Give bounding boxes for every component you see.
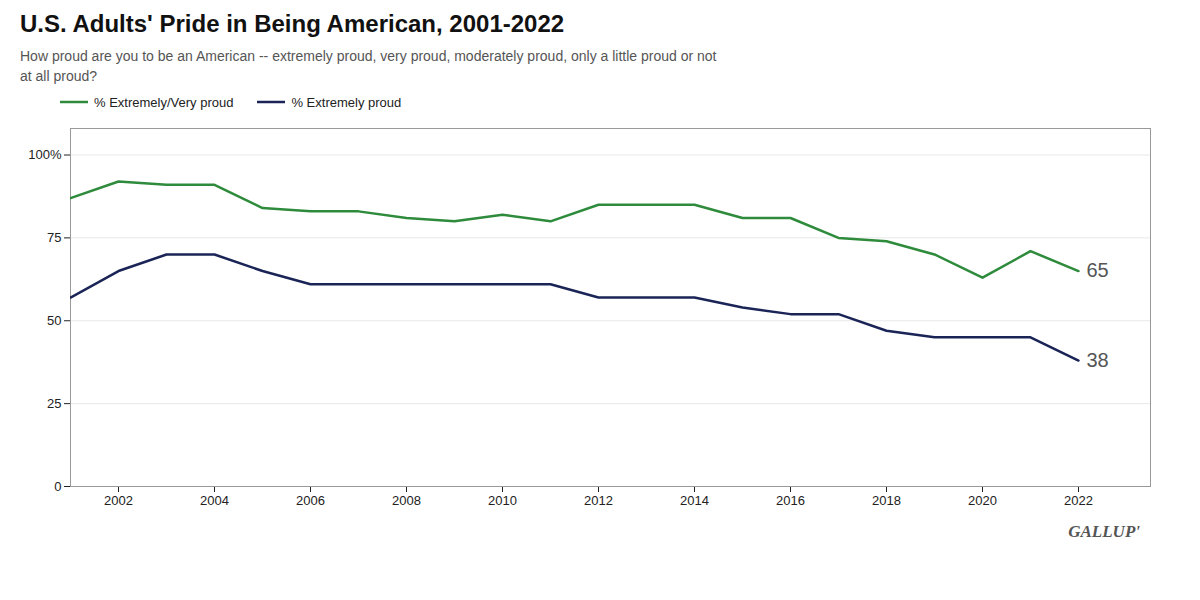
html-text:How proud are you to be an Ame: How proud are you to be an American -- e… [20,48,717,85]
svg-text:2008: 2008 [392,492,421,507]
svg-text:2002: 2002 [104,492,133,507]
html-text:U.S. Adults' Pride in Being Am: U.S. Adults' Pride in Being American, 20… [20,10,565,37]
svg-text:2022: 2022 [1064,492,1093,507]
svg-text:38: 38 [1087,349,1109,371]
svg-text:65: 65 [1087,259,1109,281]
svg-text:2018: 2018 [872,492,901,507]
svg-text:2016: 2016 [776,492,805,507]
svg-text:25: 25 [47,395,61,410]
svg-text:2004: 2004 [200,492,229,507]
html-text:% Extremely proud: % Extremely proud [291,94,402,110]
html-text:GALLUPʹ: GALLUPʹ [1068,521,1140,541]
svg-text:75: 75 [47,230,61,245]
svg-text:2010: 2010 [488,492,517,507]
svg-text:100%: 100% [28,147,62,162]
svg-text:2014: 2014 [680,492,709,507]
svg-text:2020: 2020 [968,492,997,507]
svg-text:2006: 2006 [296,492,325,507]
svg-text:50: 50 [47,313,61,328]
svg-text:2012: 2012 [584,492,613,507]
html-text:% Extremely/Very proud: % Extremely/Very proud [94,94,234,110]
svg-text:0: 0 [54,478,61,493]
